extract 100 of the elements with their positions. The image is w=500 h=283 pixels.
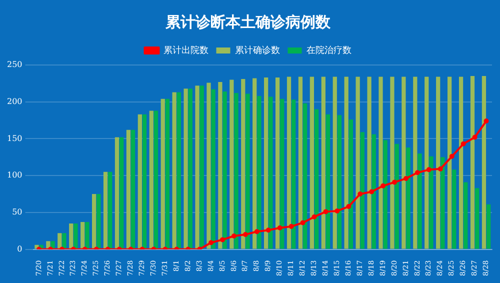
point — [208, 240, 214, 246]
point — [312, 214, 317, 220]
bar — [360, 132, 364, 249]
y-tick-label: 250 — [6, 60, 22, 70]
bar — [286, 76, 292, 249]
bar — [234, 93, 238, 249]
bar — [241, 79, 246, 249]
point — [346, 204, 352, 210]
y-tick-label: 50 — [12, 208, 22, 217]
y-tick-label: 200 — [6, 96, 22, 106]
bar — [337, 115, 342, 249]
bar — [206, 82, 211, 249]
bar — [275, 78, 280, 249]
bar — [394, 144, 399, 249]
bar — [188, 88, 192, 249]
legend-label: 累计出院数 — [163, 44, 208, 56]
bar — [390, 76, 394, 249]
bar — [62, 233, 66, 249]
bar — [69, 223, 74, 249]
bar — [92, 194, 96, 249]
bar — [292, 100, 296, 249]
bar — [356, 76, 360, 249]
bar — [464, 182, 468, 249]
point — [358, 191, 363, 196]
bar — [165, 98, 170, 249]
bar — [138, 114, 142, 249]
bar — [200, 86, 204, 249]
point — [380, 183, 386, 188]
bar — [303, 103, 308, 249]
bar — [58, 233, 62, 249]
bar — [378, 76, 383, 249]
point — [449, 154, 454, 159]
point — [426, 167, 432, 172]
point — [220, 237, 225, 242]
bar — [120, 137, 124, 249]
point — [460, 141, 466, 146]
bar — [114, 137, 120, 249]
bar — [486, 204, 491, 249]
bar — [298, 76, 303, 249]
bar — [372, 134, 376, 249]
y-tick-label: 150 — [6, 134, 22, 143]
point — [242, 232, 248, 238]
bar — [172, 92, 176, 249]
point — [254, 229, 260, 234]
point — [334, 208, 340, 214]
bar — [230, 80, 234, 249]
bar — [176, 92, 181, 249]
bar — [475, 188, 480, 249]
bar — [246, 94, 250, 249]
bar — [252, 78, 257, 249]
bar — [154, 110, 158, 249]
bar — [470, 76, 475, 249]
bar — [452, 170, 456, 249]
bar — [436, 76, 440, 249]
bar — [85, 222, 90, 249]
bar — [440, 157, 445, 249]
bar — [149, 110, 154, 249]
bar — [458, 76, 464, 249]
bar — [424, 76, 429, 249]
bar — [406, 148, 410, 249]
legend-label: 累计确诊数 — [234, 44, 280, 56]
bar — [130, 130, 136, 249]
point — [414, 170, 420, 176]
bar — [96, 194, 101, 249]
point — [231, 234, 236, 239]
bar — [314, 109, 319, 249]
point — [323, 209, 328, 214]
bar — [80, 222, 85, 249]
bar — [264, 78, 268, 249]
bar — [332, 76, 337, 249]
point — [300, 220, 306, 226]
bar — [222, 92, 227, 249]
bar — [74, 223, 78, 249]
bar — [482, 76, 486, 249]
bar — [257, 96, 262, 249]
point — [288, 224, 294, 229]
point — [369, 189, 374, 194]
y-tick-label: 100 — [6, 170, 22, 180]
point — [266, 228, 271, 233]
bar — [218, 82, 222, 249]
bar — [402, 76, 406, 249]
point — [403, 176, 408, 182]
bar — [348, 120, 354, 249]
legend-label: 在院治疗数 — [306, 44, 352, 56]
bar — [160, 98, 165, 249]
y-tick-label: 0 — [17, 244, 22, 254]
bar — [108, 172, 112, 249]
bar — [418, 153, 422, 249]
bar — [280, 98, 284, 249]
bar — [268, 96, 273, 249]
point — [484, 118, 489, 124]
bar — [126, 130, 131, 249]
bar — [103, 172, 108, 249]
bar — [383, 140, 388, 249]
chart-title: 累计诊断本土确诊病例数 — [164, 12, 332, 31]
bar — [142, 114, 147, 249]
bar — [344, 76, 348, 249]
bar — [184, 88, 188, 249]
point — [392, 180, 398, 185]
bar — [326, 114, 330, 249]
